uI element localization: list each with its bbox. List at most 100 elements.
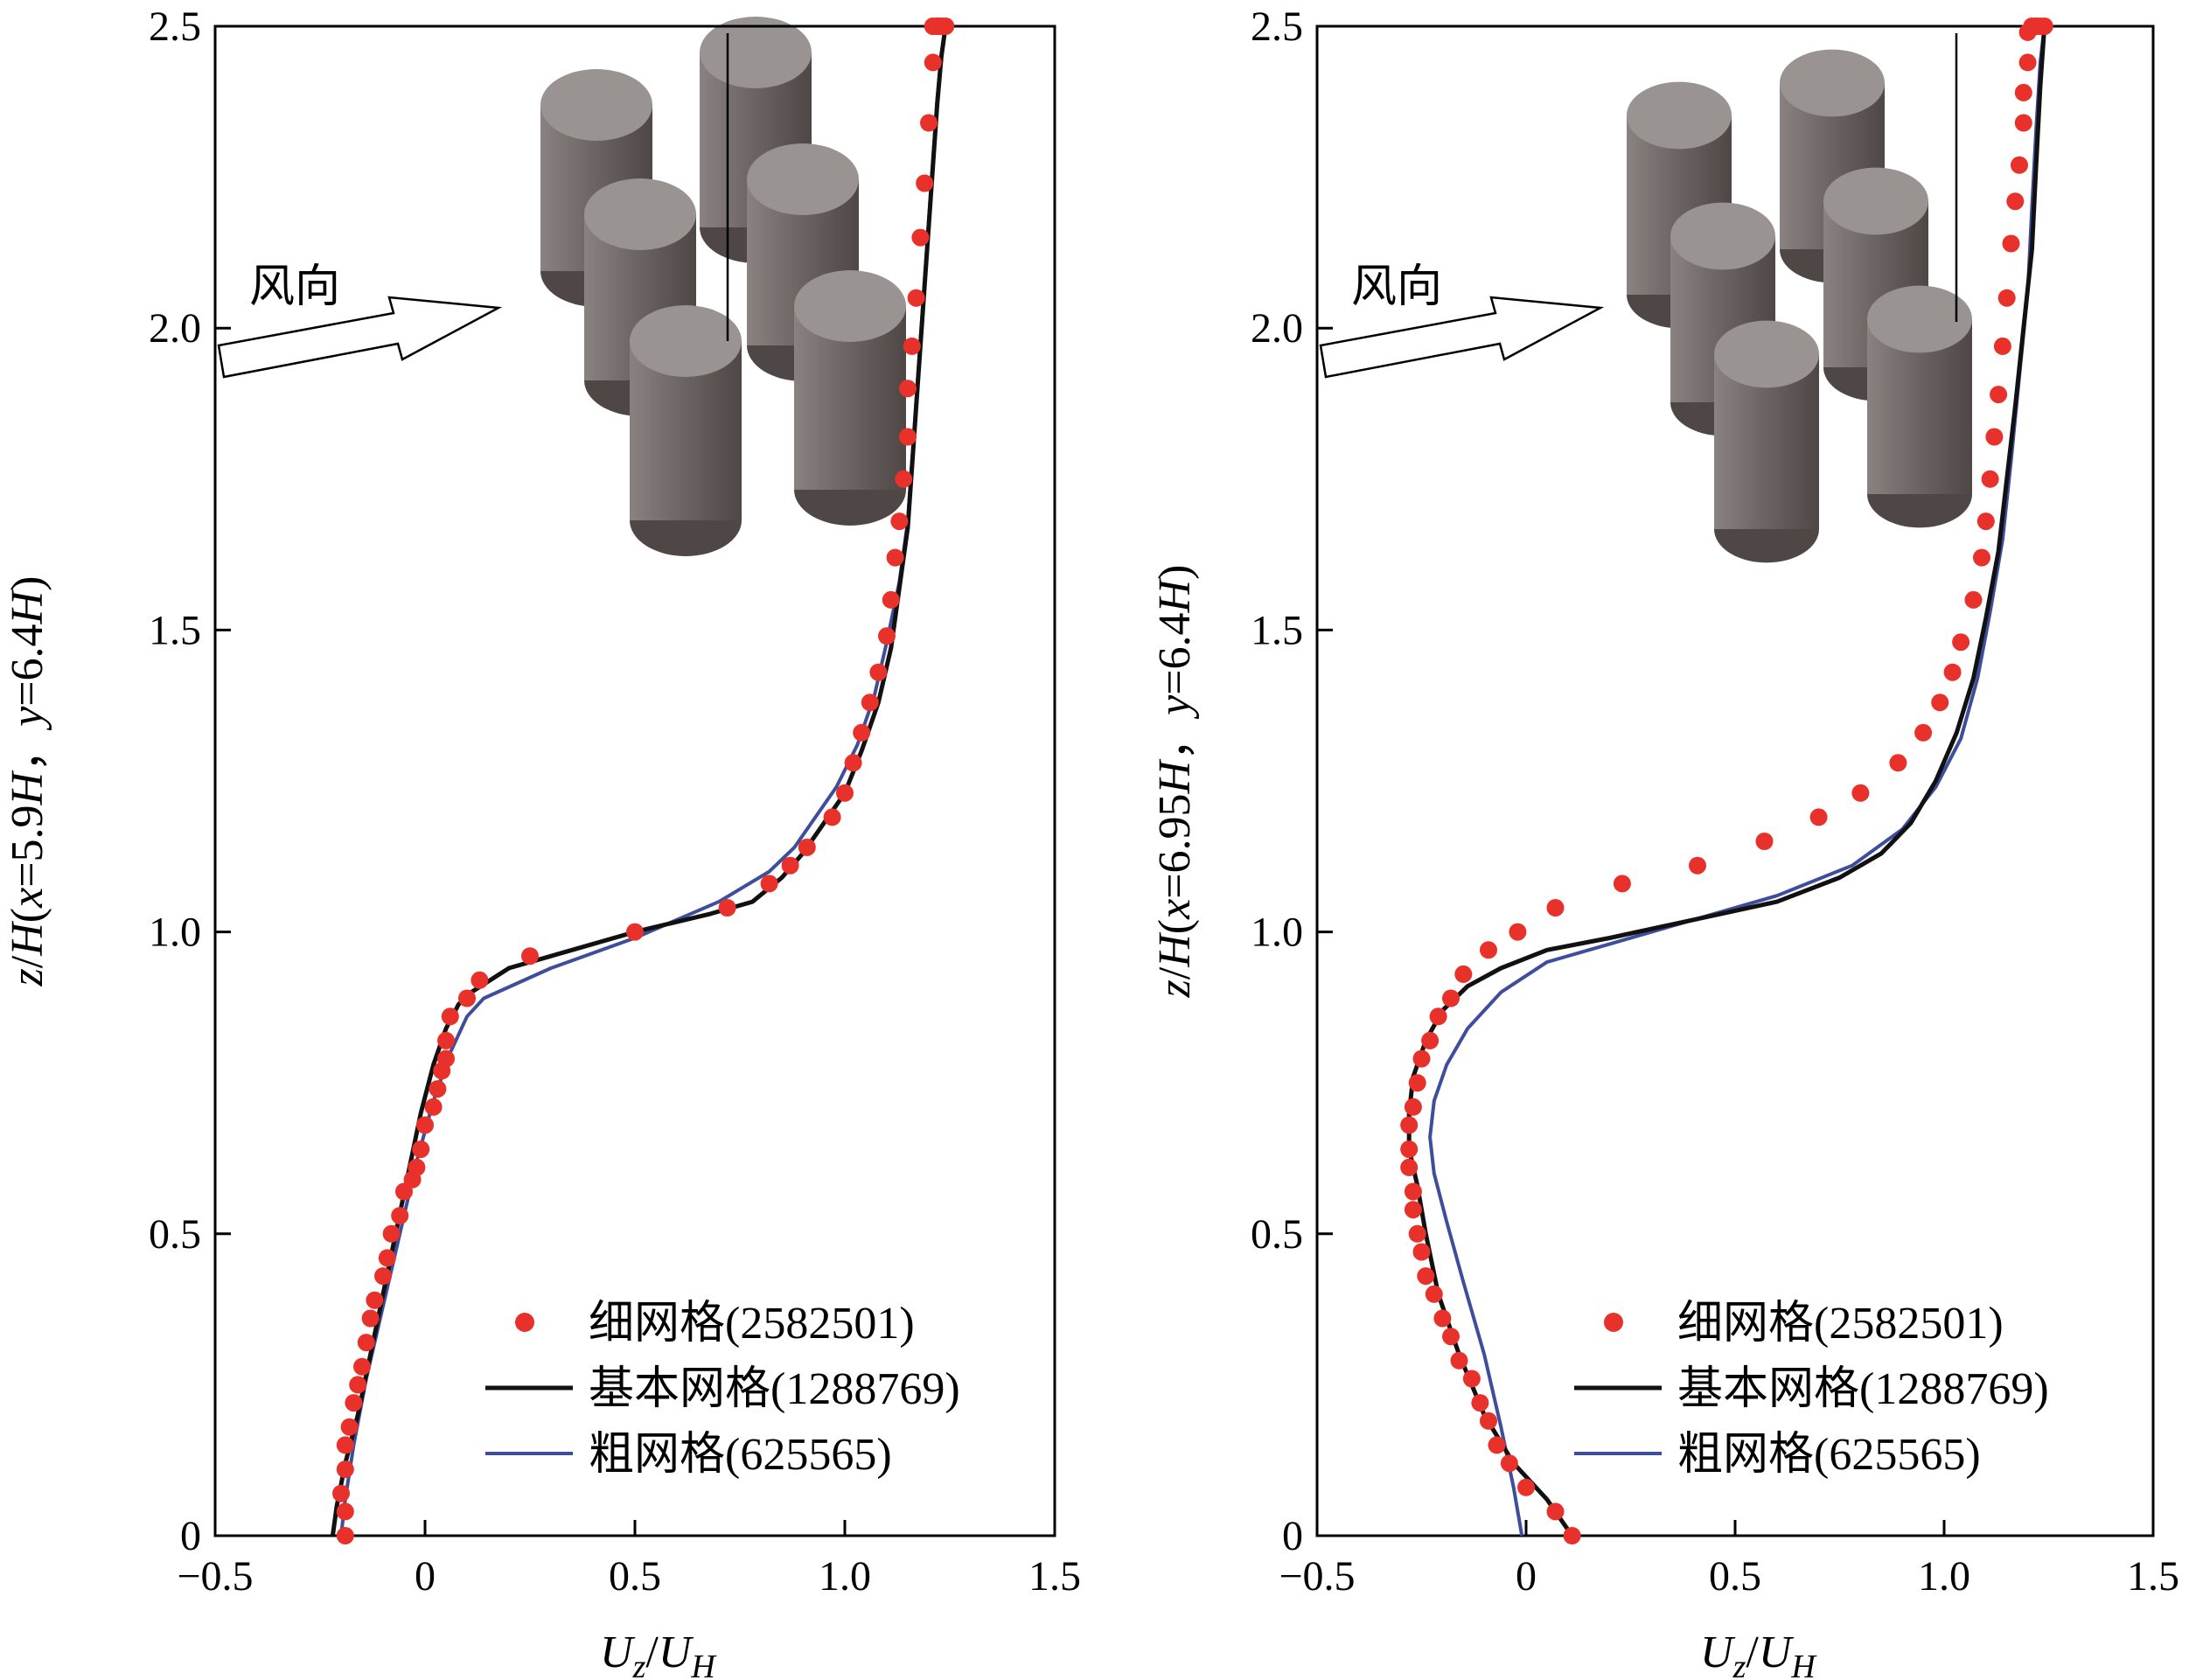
data-point — [336, 1460, 354, 1479]
data-point — [416, 1116, 434, 1134]
cylinder — [1867, 285, 1972, 528]
cylinder-top — [747, 143, 859, 215]
legend-label: 细网格(2582501) — [589, 1299, 915, 1349]
right-panel: 风向−0.5 0 0.5 1.0 1.500.51.01.52.02.5Uz/UHz/H… — [1150, 3, 2179, 1680]
data-point — [920, 114, 938, 132]
y-axis-label-part: H — [1150, 758, 1200, 794]
data-point — [1985, 428, 2004, 446]
data-point — [1480, 1412, 1497, 1430]
x-tick-label: 1.5 — [2127, 1553, 2179, 1600]
x-axis-label-part: U — [659, 1628, 694, 1677]
wind-arrow-icon — [217, 296, 503, 379]
data-point — [798, 838, 816, 856]
data-point — [437, 1031, 455, 1049]
data-point — [2035, 17, 2053, 35]
x-axis-label-part: U — [1759, 1628, 1795, 1677]
series-line-base — [1406, 25, 2047, 1537]
cylinder-top — [1627, 81, 1732, 150]
data-point — [1500, 1454, 1518, 1473]
x-tick-label: 0.5 — [1709, 1553, 1761, 1600]
data-point — [1404, 1201, 1422, 1219]
data-point — [412, 1140, 430, 1159]
x-tick-label: −0.5 — [177, 1553, 253, 1600]
legend-label: 基本网格(1288769) — [1677, 1364, 2049, 1414]
y-tick-label: 0.5 — [1251, 1211, 1303, 1258]
data-point — [336, 1436, 354, 1454]
cylinder-top — [584, 178, 696, 250]
cylinder — [794, 270, 906, 526]
y-axis-label: z/H(x=5.9H，y=6.4H) — [3, 576, 52, 987]
y-axis-label-part: ) — [3, 576, 52, 591]
data-point — [1931, 694, 1949, 712]
y-tick-label: 2.5 — [1251, 3, 1303, 50]
data-point — [424, 1098, 443, 1116]
data-point — [1429, 1007, 1447, 1026]
data-point — [2014, 114, 2032, 132]
x-axis-label-part: U — [1700, 1628, 1736, 1677]
data-point — [869, 663, 888, 681]
cylinder-top — [1670, 202, 1775, 270]
legend-label: 基本网格(1288769) — [589, 1364, 960, 1414]
y-axis-label-part: =6.4 — [1150, 612, 1200, 694]
series-fine-markers — [1400, 17, 2053, 1544]
data-point — [911, 228, 930, 247]
data-point — [781, 856, 799, 875]
y-axis-label-part: H — [1150, 577, 1200, 613]
data-point — [1976, 512, 1995, 531]
y-tick-label: 1.0 — [1251, 910, 1303, 956]
data-point — [441, 1007, 459, 1026]
y-tick-label: 1.5 — [149, 607, 201, 653]
data-point — [357, 1334, 375, 1352]
data-point — [361, 1309, 380, 1328]
data-point — [1442, 989, 1460, 1007]
data-point — [886, 548, 904, 567]
y-tick-label: 1.0 — [149, 910, 201, 956]
data-point — [1952, 633, 1970, 652]
data-point — [1990, 386, 2008, 404]
data-point — [1400, 1158, 1419, 1176]
data-point — [1454, 965, 1473, 983]
cylinder-top — [1867, 285, 1972, 353]
y-axis-label-part: x — [1150, 899, 1200, 920]
data-point — [853, 723, 871, 742]
data-point — [823, 808, 841, 826]
data-point — [1417, 1267, 1435, 1286]
cylinder-top — [794, 270, 906, 342]
data-point — [437, 1049, 455, 1068]
data-point — [429, 1080, 447, 1098]
data-point — [1517, 1478, 1535, 1496]
data-point — [2002, 234, 2020, 253]
cylinder — [747, 143, 859, 381]
x-axis-label: Uz/UH — [1700, 1628, 1817, 1680]
data-point — [1433, 1309, 1452, 1328]
data-point — [861, 694, 879, 712]
data-point — [336, 1527, 354, 1544]
data-point — [340, 1418, 359, 1436]
data-point — [924, 53, 942, 72]
data-point — [899, 428, 917, 446]
data-point — [882, 590, 900, 609]
legend: 细网格(2582501) 基本网格(1288769) 粗网格(625565) — [485, 1299, 960, 1480]
y-axis-label-part: H — [1150, 932, 1200, 968]
cylinder-top — [1780, 49, 1885, 117]
x-axis-label: Uz/UH — [600, 1628, 717, 1680]
x-axis-label-part: H — [1790, 1649, 1817, 1680]
data-point — [1404, 1182, 1422, 1201]
data-point — [1400, 1140, 1419, 1159]
data-point — [1404, 1098, 1422, 1116]
cylinder-top — [540, 69, 652, 141]
data-point — [374, 1267, 392, 1286]
y-axis-label-part: ( — [3, 908, 52, 923]
data-point — [391, 1207, 409, 1225]
data-point — [899, 380, 917, 398]
data-point — [1943, 663, 1962, 681]
data-point — [2014, 83, 2032, 101]
y-axis-label-part: / — [3, 955, 52, 968]
y-axis-label-part: z — [1150, 979, 1200, 998]
data-point — [760, 875, 778, 893]
data-point — [890, 512, 909, 531]
data-point — [458, 989, 476, 1007]
data-point — [1997, 289, 2016, 307]
data-point — [718, 899, 736, 917]
